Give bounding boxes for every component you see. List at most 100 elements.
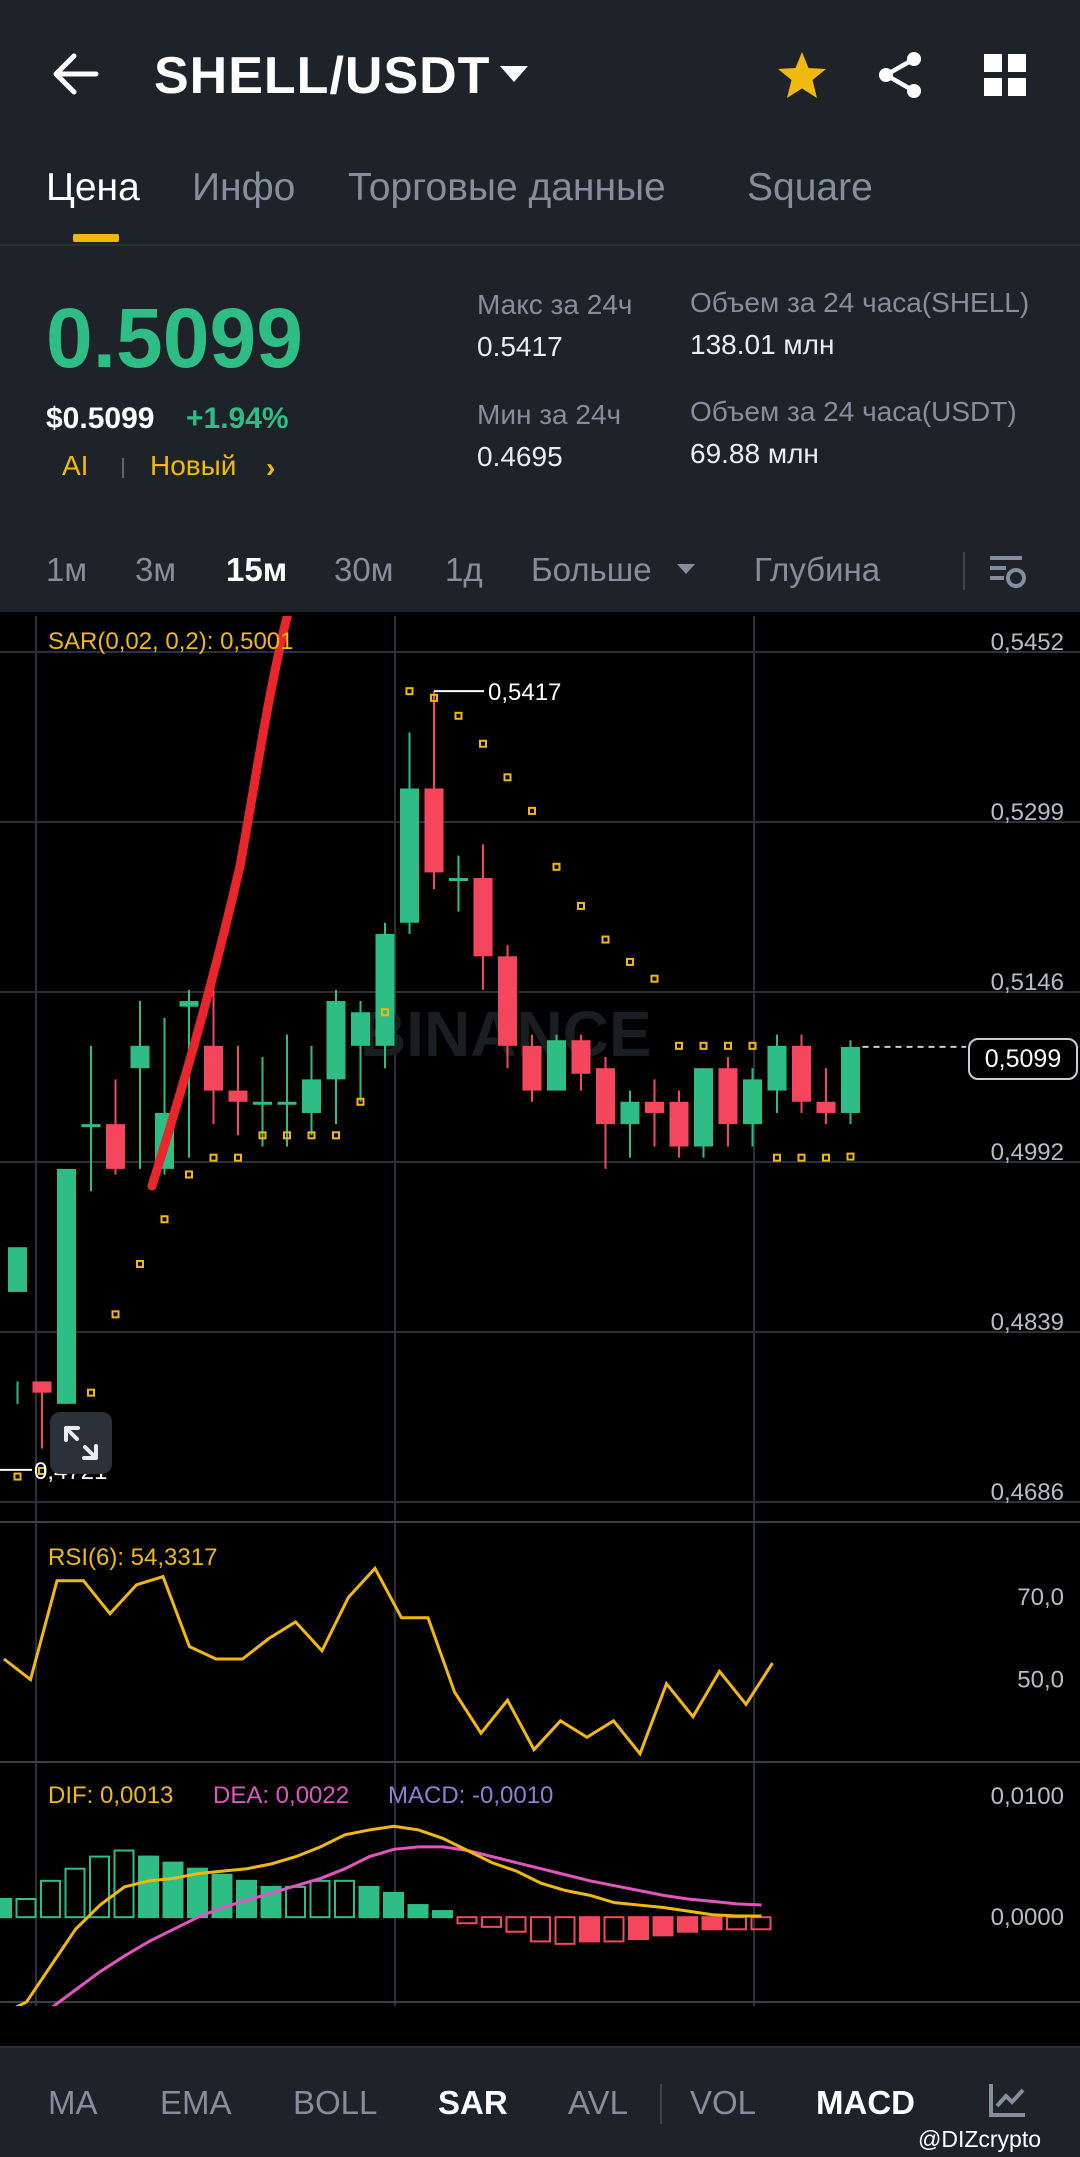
macd-bar (554, 1916, 576, 1945)
tab-info[interactable]: Инфо (192, 166, 296, 209)
usd-price: $0.5099 (46, 402, 155, 435)
candle-body (645, 1101, 664, 1113)
sar-dot (258, 1131, 267, 1140)
sar-dot (38, 1466, 46, 1475)
sar-dot (773, 1153, 781, 1162)
indicator-settings-icon[interactable] (988, 2082, 1028, 2123)
sar-dot (405, 687, 414, 696)
sar-dot (111, 1310, 120, 1319)
indicator-macd[interactable]: MACD (816, 2084, 915, 2121)
grid-menu-icon[interactable] (984, 54, 1026, 101)
macd-bar (407, 1904, 429, 1919)
chart-settings-icon[interactable] (988, 554, 1028, 595)
candle-body (547, 1040, 566, 1091)
pair-title[interactable]: SHELL/USDT (154, 47, 491, 105)
sar-dot (307, 1131, 316, 1140)
tag-divider (122, 458, 124, 478)
sar-dot (822, 1153, 830, 1162)
candle-body (473, 877, 493, 957)
candle-body (498, 956, 517, 1046)
timeframe-1m[interactable]: 1м (46, 551, 88, 588)
ai-tag[interactable]: AI (62, 450, 89, 481)
current-price-tag: 0,5099 (968, 1038, 1078, 1080)
sar-dot (503, 773, 512, 782)
high-24h-value: 0.5417 (477, 331, 563, 362)
sar-dot (185, 1170, 193, 1179)
macd-legend: MACD: -0,0010 (388, 1782, 554, 1809)
macd-bar (505, 1916, 527, 1933)
caret-down-icon[interactable] (676, 562, 696, 580)
candle-body (277, 1101, 297, 1105)
indicator-ma[interactable]: MA (48, 2084, 98, 2121)
sar-dot (356, 1097, 365, 1106)
sar-dot (283, 1131, 291, 1140)
high-mark-label: 0,5417 (488, 679, 561, 706)
tab-price[interactable]: Цена (46, 166, 140, 209)
low-24h-value: 0.4695 (477, 441, 563, 472)
macd-layer (0, 1824, 772, 2034)
back-arrow-icon[interactable] (50, 52, 100, 96)
candle-body (375, 933, 395, 1046)
price-axis-label: 0,5299 (991, 799, 1064, 826)
macd-bar (0, 1898, 12, 1919)
candle-body (106, 1124, 125, 1169)
timeframe-more[interactable]: Больше (531, 551, 652, 588)
sar-dot (209, 1153, 218, 1162)
timeframe-30m[interactable]: 30м (334, 551, 394, 588)
sar-dot (160, 1215, 169, 1224)
candle-body (32, 1381, 52, 1393)
sar-dot (846, 1152, 855, 1161)
candle-body (620, 1101, 640, 1125)
new-tag[interactable]: Новый (150, 450, 237, 481)
timeframe-3m[interactable]: 3м (135, 551, 177, 588)
chevron-down-icon[interactable] (498, 64, 530, 89)
macd-bar (285, 1885, 306, 1919)
indicator-avl[interactable]: AVL (568, 2084, 628, 2121)
macd-bar (40, 1879, 61, 1919)
fullscreen-icon[interactable] (50, 1412, 112, 1474)
sar-dot (136, 1259, 144, 1268)
candle-body (326, 1001, 346, 1080)
sar-dot (332, 1131, 340, 1140)
candle-body (669, 1101, 689, 1147)
macd-bar (89, 1855, 110, 1919)
timeframe-1d[interactable]: 1д (445, 551, 483, 588)
macd-bar (456, 1916, 478, 1925)
volume-base-value: 138.01 млн (690, 329, 835, 360)
candle-body (792, 1045, 811, 1102)
dif-legend: DIF: 0,0013 (48, 1782, 174, 1809)
last-price: 0.5099 (46, 291, 303, 385)
star-icon[interactable] (776, 50, 828, 105)
share-icon[interactable] (876, 50, 924, 105)
sar-dot (430, 693, 438, 702)
macd-bar (603, 1916, 625, 1943)
indicator-vol[interactable]: VOL (690, 2084, 757, 2121)
candle-body (253, 1101, 272, 1105)
timeframe-15m[interactable]: 15м (226, 551, 288, 588)
depth-tab[interactable]: Глубина (754, 551, 881, 588)
chevron-right-icon[interactable]: › (266, 452, 276, 483)
rsi-legend: RSI(6): 54,3317 (48, 1544, 218, 1571)
macd-bar (138, 1855, 159, 1919)
candle-body (841, 1046, 860, 1113)
indicator-sar[interactable]: SAR (438, 2084, 508, 2121)
price-axis-label: 0,4992 (991, 1139, 1064, 1166)
watermark-text: @DIZcrypto (918, 2126, 1042, 2152)
sar-dot (675, 1041, 683, 1050)
macd-bar (64, 1867, 86, 1919)
candle-body (596, 1068, 615, 1125)
candle-body (228, 1090, 248, 1102)
chart-grid (0, 616, 1080, 2006)
tab-trading-data[interactable]: Торговые данные (348, 166, 666, 209)
indicator-bar (0, 2046, 1080, 2157)
macd-bar (432, 1910, 453, 1919)
indicator-boll[interactable]: BOLL (293, 2084, 378, 2121)
indicator-ema[interactable]: EMA (160, 2084, 232, 2121)
macd-bar (652, 1916, 674, 1937)
tab-square[interactable]: Square (747, 166, 873, 209)
macd-bar (481, 1916, 502, 1928)
sar-dot (454, 711, 463, 720)
low-24h-label: Мин за 24ч (477, 399, 622, 430)
